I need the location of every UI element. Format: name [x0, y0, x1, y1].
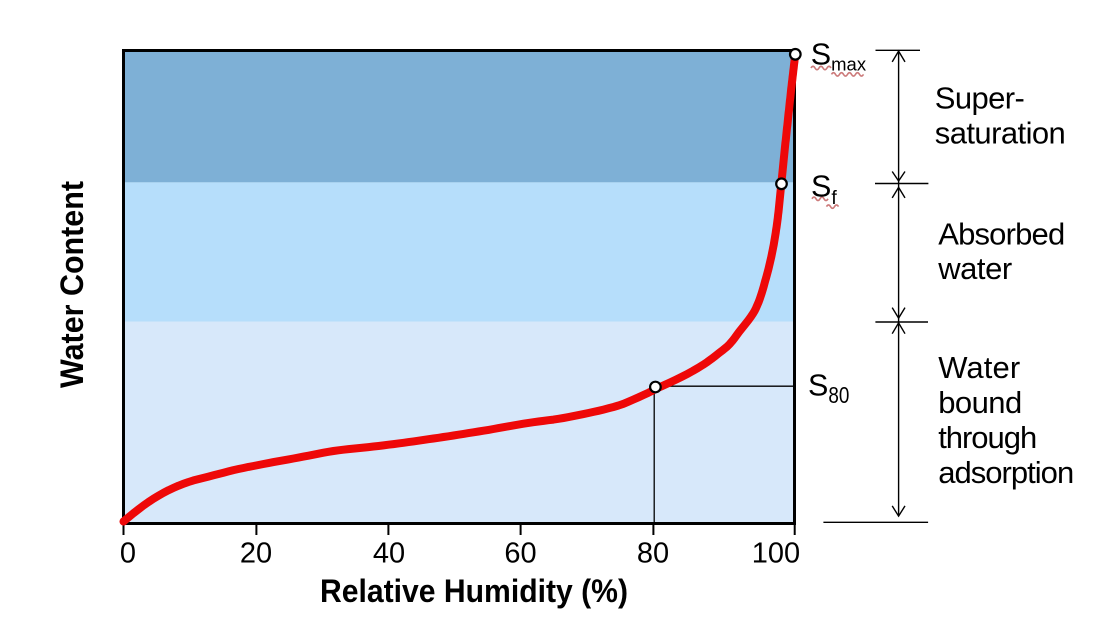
svg-text:100: 100	[752, 538, 800, 570]
svg-text:Smax: Smax	[811, 37, 867, 74]
svg-text:20: 20	[240, 538, 272, 570]
svg-text:40: 40	[373, 538, 405, 570]
svg-text:0: 0	[120, 538, 136, 570]
svg-text:Sf: Sf	[811, 170, 837, 209]
svg-text:Relative Humidity (%): Relative Humidity (%)	[320, 573, 628, 609]
svg-text:Water Content: Water Content	[54, 181, 90, 388]
svg-text:bound: bound	[938, 385, 1022, 420]
svg-text:60: 60	[504, 538, 536, 570]
svg-text:through: through	[938, 420, 1037, 455]
svg-text:adsorption: adsorption	[938, 455, 1074, 490]
svg-text:S80: S80	[808, 369, 849, 409]
svg-text:Super-: Super-	[935, 80, 1025, 115]
svg-text:saturation: saturation	[935, 116, 1066, 151]
svg-text:Water: Water	[938, 350, 1020, 385]
svg-text:water: water	[937, 251, 1012, 286]
svg-text:Absorbed: Absorbed	[938, 217, 1065, 252]
svg-text:80: 80	[637, 538, 669, 570]
